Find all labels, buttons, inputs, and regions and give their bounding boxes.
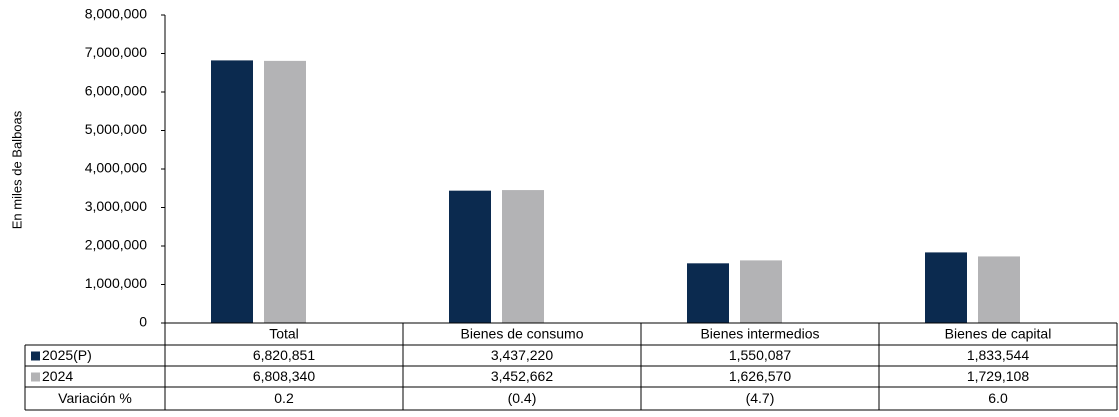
data-label: 1,833,544 bbox=[967, 347, 1029, 363]
bar bbox=[740, 260, 782, 323]
y-tick-label: 4,000,000 bbox=[85, 160, 147, 176]
data-label: 1,729,108 bbox=[967, 368, 1029, 384]
bar bbox=[687, 263, 729, 323]
legend-label: 2024 bbox=[42, 368, 73, 384]
bar bbox=[449, 190, 491, 323]
variation-label: 6.0 bbox=[988, 390, 1008, 406]
y-tick-label: 8,000,000 bbox=[85, 6, 147, 22]
y-tick-label: 7,000,000 bbox=[85, 44, 147, 60]
data-label: 1,626,570 bbox=[729, 368, 791, 384]
variation-row-label: Variación % bbox=[58, 390, 132, 406]
x-tick-label: Bienes de consumo bbox=[461, 326, 584, 342]
legend-swatch bbox=[31, 372, 40, 382]
y-tick-label: 1,000,000 bbox=[85, 275, 147, 291]
y-tick-label: 0 bbox=[139, 314, 147, 330]
legend-label: 2025(P) bbox=[42, 347, 92, 363]
y-tick-label: 3,000,000 bbox=[85, 198, 147, 214]
y-tick-label: 6,000,000 bbox=[85, 83, 147, 99]
legend-swatch bbox=[31, 351, 40, 361]
bar bbox=[211, 60, 253, 323]
variation-label: 0.2 bbox=[274, 390, 294, 406]
y-axis-label: En miles de Balboas bbox=[9, 110, 24, 229]
data-label: 3,452,662 bbox=[491, 368, 553, 384]
x-tick-label: Bienes intermedios bbox=[700, 326, 819, 342]
y-tick-label: 5,000,000 bbox=[85, 121, 147, 137]
x-tick-label: Total bbox=[269, 326, 299, 342]
bar bbox=[925, 252, 967, 323]
bar bbox=[502, 190, 544, 323]
data-label: 6,808,340 bbox=[253, 368, 315, 384]
data-label: 3,437,220 bbox=[491, 347, 553, 363]
x-tick-label: Bienes de capital bbox=[945, 326, 1052, 342]
variation-label: (0.4) bbox=[508, 390, 537, 406]
variation-label: (4.7) bbox=[746, 390, 775, 406]
bar bbox=[264, 60, 306, 324]
bar bbox=[978, 256, 1020, 323]
data-label: 6,820,851 bbox=[253, 347, 315, 363]
y-tick-label: 2,000,000 bbox=[85, 237, 147, 253]
data-label: 1,550,087 bbox=[729, 347, 791, 363]
